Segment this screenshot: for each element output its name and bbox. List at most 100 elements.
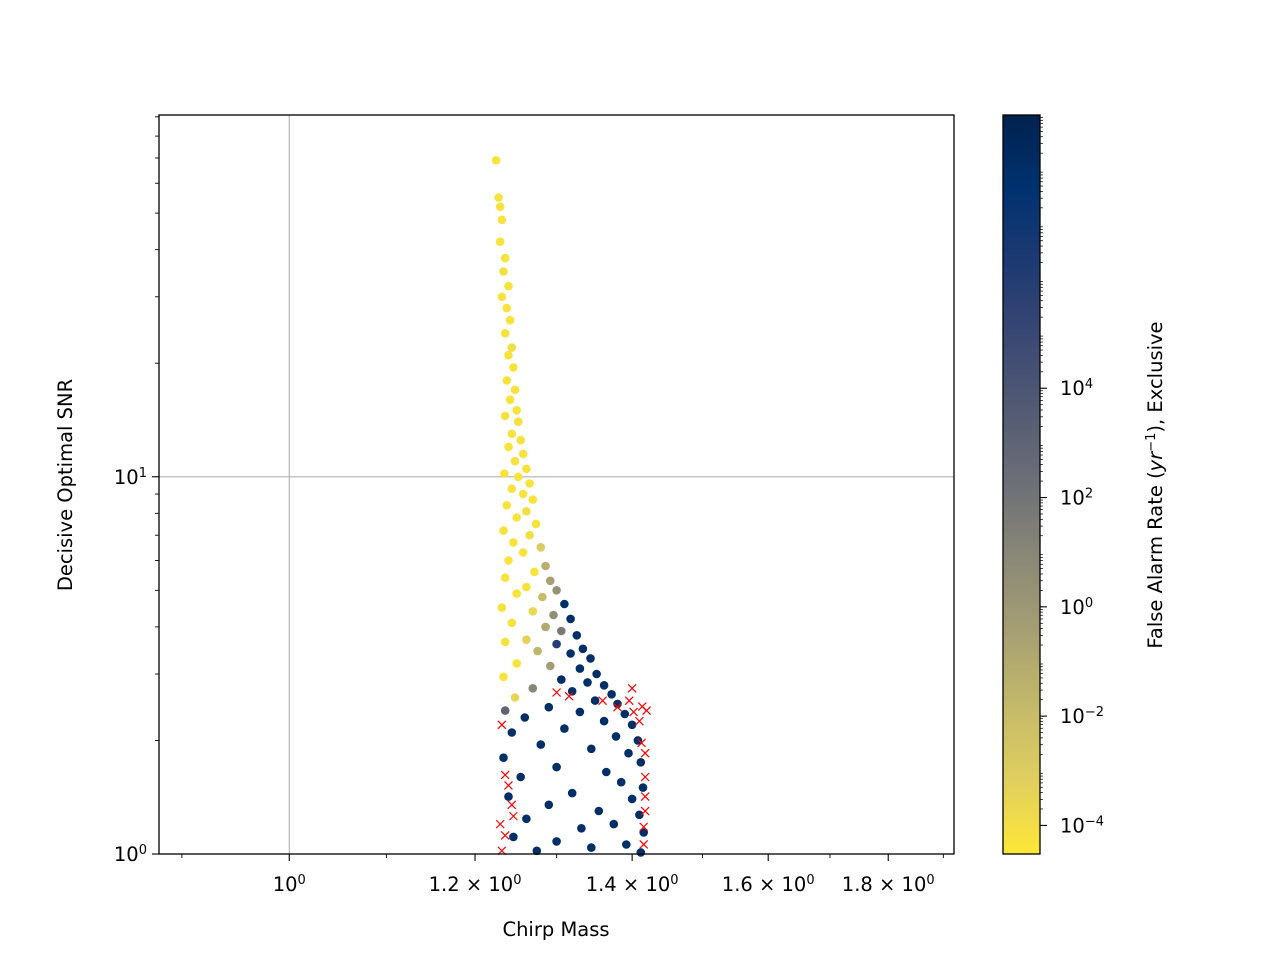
data-point — [607, 690, 616, 699]
data-point — [639, 828, 648, 837]
colorbar-tick-label: 104 — [1060, 377, 1093, 401]
x-marker-stroke — [598, 696, 608, 706]
red-x-marker — [639, 822, 649, 832]
red-x-marker — [504, 780, 513, 790]
y-ticks-layer: 100 101 — [114, 116, 159, 867]
data-point — [636, 758, 646, 767]
colorbar: 10−4 10−2 100 102 104 False Alarm Rate (yr−1… — [1002, 114, 1167, 855]
data-point — [587, 744, 596, 754]
data-point — [627, 794, 637, 804]
data-point — [599, 681, 609, 690]
data-point — [594, 806, 604, 816]
axes-layer — [158, 114, 955, 855]
data-point — [499, 267, 508, 276]
data-point — [566, 614, 575, 624]
colorbar-tick-label: 100 — [1060, 595, 1093, 619]
x-marker-stroke — [508, 811, 518, 821]
data-point — [514, 472, 523, 482]
data-point — [512, 659, 521, 668]
data-point — [522, 814, 531, 824]
data-point — [528, 495, 538, 504]
data-point — [578, 644, 588, 654]
data-point — [620, 709, 630, 719]
data-point — [609, 819, 619, 829]
data-point — [586, 654, 595, 663]
red-x-marker — [552, 688, 562, 697]
data-point — [525, 479, 534, 488]
data-point — [531, 519, 541, 529]
x-tick-label: 1.6 × 100 — [722, 873, 815, 897]
red-x-marker — [497, 720, 507, 730]
data-point — [500, 706, 510, 715]
data-point — [635, 810, 644, 820]
data-point — [552, 837, 561, 846]
x-marker-stroke — [552, 688, 562, 697]
data-point — [495, 202, 505, 211]
data-point — [627, 720, 637, 730]
data-point — [522, 507, 531, 516]
x-marker-stroke — [564, 691, 574, 701]
x-marker-stroke — [637, 702, 647, 711]
x-marker-stroke — [637, 738, 646, 748]
red-x-marker — [495, 819, 505, 829]
data-point — [504, 350, 513, 360]
data-point — [516, 772, 525, 782]
red-x-marker — [642, 706, 652, 715]
data-point — [495, 237, 505, 246]
red-x-marker — [640, 806, 650, 816]
red-x-marker — [500, 831, 510, 840]
x-axis-label: Chirp Mass — [502, 918, 609, 941]
data-point — [518, 548, 528, 557]
data-point — [510, 385, 520, 395]
data-point — [500, 329, 510, 338]
red-x-marker — [640, 772, 650, 782]
data-points-layer — [491, 156, 652, 857]
data-point — [530, 567, 539, 577]
data-point — [504, 281, 513, 291]
y-tick-label: 101 — [114, 465, 147, 489]
data-point — [575, 664, 585, 673]
red-x-marker — [640, 792, 650, 801]
data-point — [544, 800, 554, 810]
x-marker-stroke — [640, 792, 650, 801]
data-point — [528, 684, 538, 693]
data-point — [497, 292, 507, 302]
data-point — [560, 599, 569, 609]
data-point — [544, 702, 554, 712]
x-marker-stroke — [500, 831, 510, 840]
y-tick-label: 100 — [114, 843, 147, 867]
data-point — [502, 376, 512, 385]
data-point — [557, 675, 566, 684]
x-marker-stroke — [613, 702, 622, 712]
data-point — [541, 561, 550, 571]
y-axis-label: Decisive Optimal SNR — [54, 379, 77, 591]
data-point — [546, 576, 555, 586]
data-point — [514, 417, 523, 427]
red-x-marker — [627, 683, 637, 693]
x-marker-stroke — [639, 840, 649, 849]
data-point — [499, 526, 508, 535]
x-marker-stroke — [629, 707, 639, 717]
x-ticks-layer: 100 1.2 × 100 1.4 × 100 1.6 × 100 1.8 × 100 — [181, 854, 944, 897]
data-point — [522, 464, 531, 474]
data-point — [592, 669, 601, 679]
red-x-marker — [624, 696, 634, 706]
data-point — [500, 253, 510, 263]
data-point — [505, 395, 515, 405]
data-point — [509, 363, 518, 372]
data-point — [499, 672, 508, 682]
data-point — [636, 848, 646, 857]
data-point — [528, 607, 538, 616]
data-point — [552, 762, 561, 772]
data-point — [520, 713, 530, 722]
data-point — [575, 707, 585, 717]
red-x-marker — [639, 840, 649, 849]
red-x-marker — [598, 696, 608, 706]
data-point — [518, 449, 528, 459]
data-point — [504, 442, 513, 452]
red-x-marker — [640, 748, 650, 758]
data-point — [567, 788, 577, 798]
data-point — [497, 603, 507, 612]
data-point — [587, 843, 596, 852]
red-x-marker — [613, 702, 622, 712]
